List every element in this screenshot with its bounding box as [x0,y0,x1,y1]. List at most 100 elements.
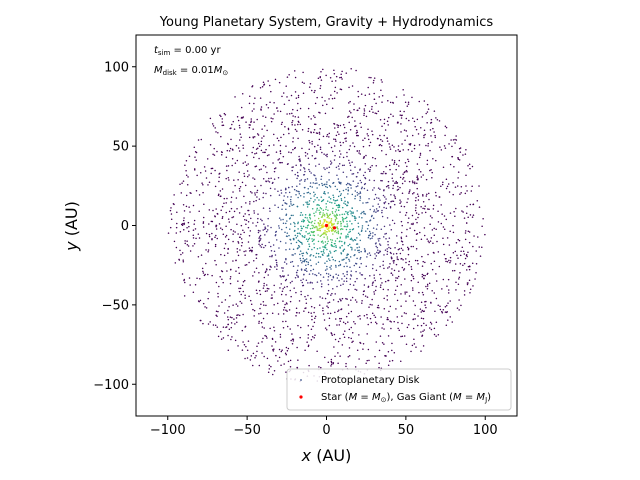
disk-particle [256,196,258,198]
disk-particle [419,231,421,234]
disk-particle [169,209,172,212]
disk-particle [383,206,385,209]
disk-particle [335,249,337,252]
disk-particle [400,131,402,133]
disk-particle [307,157,310,160]
disk-particle [403,205,406,208]
disk-particle [372,217,375,219]
disk-particle [329,198,332,200]
disk-particle [392,187,394,190]
disk-particle [442,278,445,281]
disk-particle [409,189,411,191]
disk-particle [420,324,423,327]
disk-particle [313,311,315,314]
disk-particle [310,312,312,314]
disk-particle [344,137,346,140]
disk-particle [319,76,321,79]
disk-particle [212,125,215,127]
disk-particle [343,280,345,282]
disk-particle [250,118,252,120]
disk-particle [466,282,469,284]
disk-particle [445,260,447,263]
disk-particle [243,195,245,198]
disk-particle [252,128,254,130]
disk-particle [252,137,255,139]
disk-particle [348,115,350,118]
disk-particle [266,171,268,174]
disk-particle [433,327,436,330]
disk-particle [452,251,455,254]
disk-particle [259,244,261,247]
disk-particle [285,242,287,244]
disk-particle [271,345,273,347]
disk-particle [344,322,347,325]
disk-particle [218,223,221,225]
disk-particle [311,143,313,145]
disk-particle [321,216,324,218]
disk-particle [319,207,322,209]
disk-particle [334,230,336,232]
disk-particle [288,112,291,115]
disk-particle [235,144,238,147]
disk-particle [397,185,399,188]
disk-particle [313,195,315,197]
disk-particle [320,79,323,81]
x-axis-ticks: −100 −50 0 50 100 [150,416,498,438]
disk-particle [380,172,382,175]
disk-particle [302,284,305,287]
disk-particle [193,146,196,148]
disk-particle [354,280,356,283]
disk-particle [327,221,329,223]
disk-particle [282,300,284,302]
disk-particle [202,272,205,274]
disk-particle [324,269,327,271]
disk-particle [420,176,423,178]
disk-particle [248,174,250,176]
disk-particle [373,92,375,95]
disk-particle [319,220,322,223]
disk-particle [381,327,383,329]
disk-particle [309,259,312,261]
disk-particle [374,257,376,260]
disk-particle [394,293,396,296]
disk-particle [258,289,261,292]
disk-particle [204,273,206,276]
disk-particle [269,268,271,271]
disk-particle [379,134,381,137]
disk-particle [376,306,379,309]
disk-particle [464,192,467,195]
disk-particle [357,182,359,185]
disk-particle [466,269,468,271]
disk-particle [421,273,424,276]
disk-particle [354,197,356,200]
disk-particle [211,232,213,235]
disk-particle [381,209,383,212]
disk-particle [309,82,312,85]
disk-particle [442,308,445,311]
disk-particle [243,250,245,253]
disk-particle [336,277,339,279]
disk-particle [309,227,312,230]
disk-particle [365,265,367,267]
disk-particle [292,137,295,139]
y-tick-label: −100 [93,378,129,393]
disk-particle [289,228,291,230]
disk-particle [215,263,217,266]
disk-particle [363,211,365,213]
disk-particle [318,209,320,211]
disk-particle [315,150,318,152]
disk-particle [270,226,272,229]
disk-particle [368,76,370,79]
disk-particle [437,304,439,306]
disk-particle [328,324,331,327]
disk-particle [256,350,258,353]
disk-particle [378,307,380,309]
disk-particle [281,208,283,210]
disk-particle [286,96,288,98]
disk-particle [347,190,350,192]
disk-particle [289,365,292,368]
disk-particle [237,119,240,122]
disk-particle [327,254,330,257]
disk-particle [372,205,374,207]
disk-particle [375,255,378,257]
